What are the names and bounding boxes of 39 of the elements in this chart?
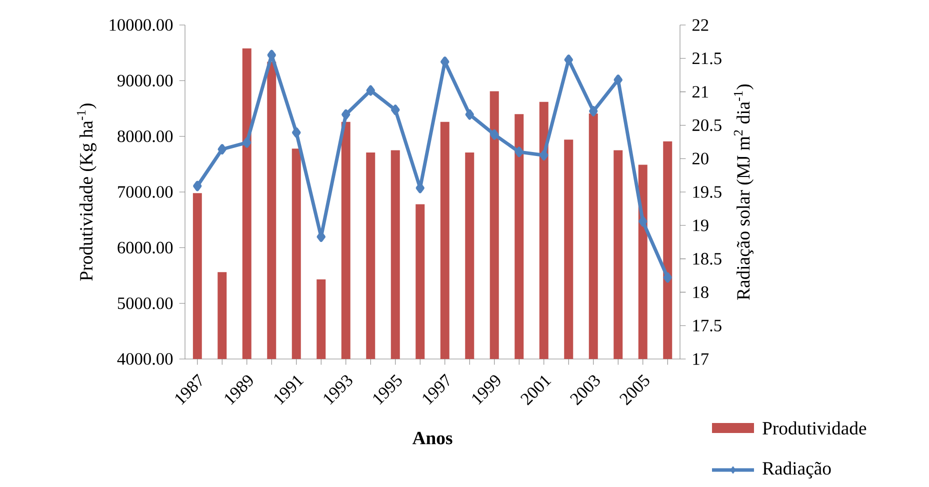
y2-tick-label: 19.5 (693, 186, 722, 198)
point (638, 216, 648, 227)
y2-axis-title: Radiação solar (MJ m$^{2}$ dia$^{-1}$) (734, 84, 754, 300)
y-tick-label: 7000.00 (118, 186, 173, 198)
y-tick-label: 8000.00 (118, 130, 173, 142)
y2-tick-label: 17 (693, 353, 709, 365)
y-tick-label: 9000.00 (118, 74, 173, 87)
point (366, 85, 375, 96)
y2-tick-label: 18.5 (693, 252, 722, 265)
legend-label: Produtividade (762, 421, 866, 435)
point (465, 109, 474, 120)
y-tick-label: 6000.00 (118, 242, 173, 254)
y2-tick-label: 21.5 (692, 52, 722, 64)
point (589, 106, 598, 116)
y-tick-label: 5000.00 (118, 297, 173, 310)
y2-tick-label: 17.5 (693, 320, 722, 332)
point (490, 129, 499, 140)
y-tick-label: 10000.00 (110, 19, 173, 31)
point (193, 180, 202, 192)
point (663, 272, 672, 283)
y2-tick-label: 19 (693, 220, 708, 232)
y2-tick-label: 18 (693, 286, 708, 298)
y-tick-label: 4000.00 (117, 353, 173, 365)
x-axis-title: Anos (412, 432, 452, 444)
point (514, 146, 524, 158)
point (242, 137, 252, 148)
y2-tick-label: 22 (692, 19, 708, 31)
y-axis-title: Produtividade (Kg ha$^{-1}$) (76, 104, 96, 281)
point (342, 109, 350, 120)
point (614, 74, 622, 85)
point (564, 54, 573, 65)
legend-label: Radiação (762, 462, 831, 478)
point (540, 150, 548, 160)
y2-tick-label: 20.5 (692, 119, 722, 132)
point (292, 127, 301, 138)
point (391, 104, 400, 116)
y2-tick-label: 21 (692, 86, 708, 98)
y2-tick-label: 20 (692, 152, 708, 164)
point (218, 144, 226, 154)
